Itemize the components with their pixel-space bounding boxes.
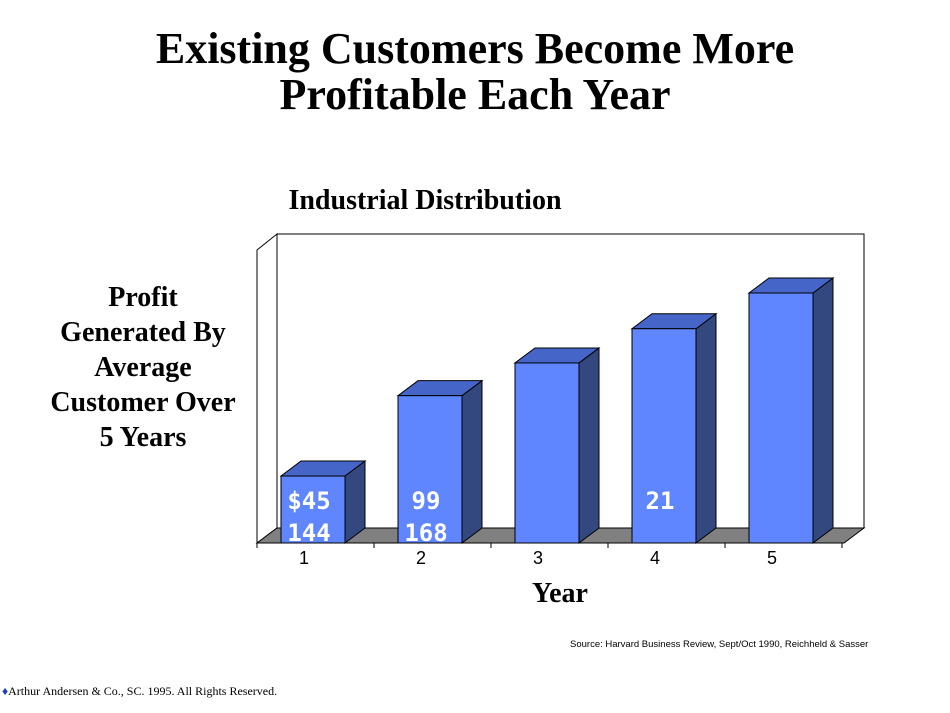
slide-title-line2: Profitable Each Year <box>279 70 671 119</box>
slide-title: Existing Customers Become More Profitabl… <box>0 26 950 118</box>
chart-side-wall <box>256 232 278 544</box>
footer-text: Arthur Andersen & Co., SC. 1995. All Rig… <box>8 684 278 698</box>
y-axis-label-line: Profit <box>108 282 178 313</box>
x-tick-label: 2 <box>416 548 426 568</box>
y-axis-label: Profit Generated By Average Customer Ove… <box>28 280 258 455</box>
x-tick-label: 5 <box>767 548 777 568</box>
bar-side <box>695 312 717 544</box>
x-axis-label: Year <box>532 578 588 609</box>
data-label: $45 <box>287 487 330 515</box>
diamond-icon: ♦ <box>2 684 9 698</box>
bar-side <box>578 346 600 544</box>
source-note: Source: Harvard Business Review, Sept/Oc… <box>570 639 869 650</box>
bar <box>631 328 697 544</box>
x-tick-label: 3 <box>533 548 543 568</box>
y-axis-label-line: Customer Over <box>50 387 236 418</box>
bar <box>514 362 580 544</box>
y-axis-label-line: Average <box>94 352 192 383</box>
bar <box>748 292 814 544</box>
y-axis-label-line: Generated By <box>60 317 226 348</box>
data-label: 21 <box>646 487 675 515</box>
x-tick-label: 1 <box>299 548 309 568</box>
bar-side <box>812 277 834 544</box>
bar-side <box>461 379 483 544</box>
chart-title: Industrial Distribution <box>288 185 562 216</box>
data-label: 99 <box>412 487 441 515</box>
bar <box>397 395 463 544</box>
x-tick-label: 4 <box>650 548 660 568</box>
data-label: 144 <box>287 519 330 547</box>
data-label: 168 <box>404 519 447 547</box>
footer: ♦Arthur Andersen & Co., SC. 1995. All Ri… <box>2 684 277 699</box>
slide-title-line1: Existing Customers Become More <box>155 24 795 73</box>
y-axis-label-line: 5 Years <box>99 422 187 453</box>
